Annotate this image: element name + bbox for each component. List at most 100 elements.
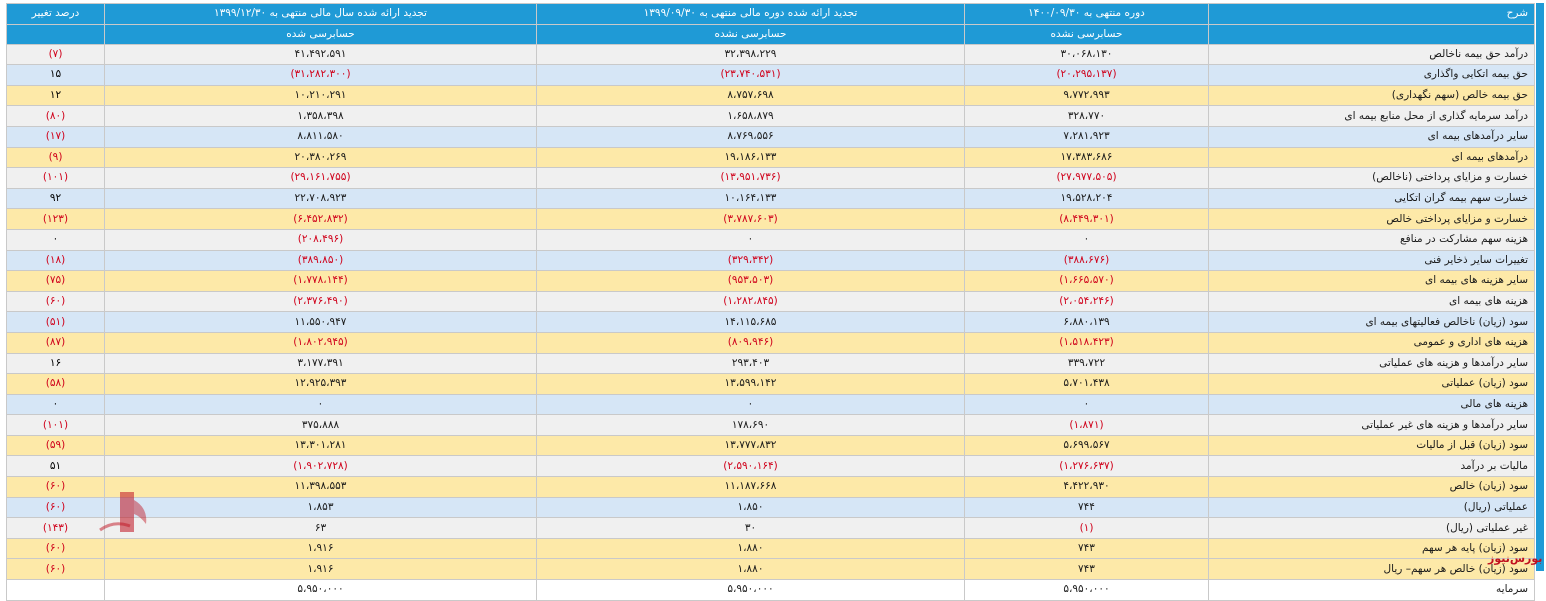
header-previous-period: تجدید ارائه شده دوره مالی منتهی به ۱۳۹۹/… xyxy=(536,3,965,25)
row-change: (۱۲۳) xyxy=(6,208,105,230)
table-row: غیر عملیاتی (ریال) (۱) ۳۰ ۶۳ (۱۴۳) xyxy=(6,517,1535,539)
table-header: شرح دوره منتهی به ۱۴۰۰/۰۹/۳۰ تجدید ارائه… xyxy=(6,3,1535,45)
table-row: سود (زیان) خالص هر سهم– ریال ۷۴۳ ۱،۸۸۰ ۱،۹۱… xyxy=(6,558,1535,581)
row-desc: سایر درآمدهای بیمه ای xyxy=(1208,125,1535,148)
row-previous: (۲،۵۹۰،۱۶۴) xyxy=(536,455,965,478)
row-change: (۸۷) xyxy=(6,331,105,354)
row-change: ۵۱ xyxy=(6,455,105,478)
row-desc: هزینه های مالی xyxy=(1208,393,1535,416)
row-desc: سود (زیان) ناخالص فعالیتهای بیمه ای xyxy=(1208,311,1535,333)
row-current: ۰ xyxy=(964,228,1209,251)
row-current: ۷۴۴ xyxy=(964,496,1209,519)
header-current-period: دوره منتهی به ۱۴۰۰/۰۹/۳۰ xyxy=(964,3,1209,25)
row-change xyxy=(6,579,105,601)
table-row: سود (زیان) ناخالص فعالیتهای بیمه ای ۶،۸۸۰… xyxy=(6,311,1535,333)
table-row: هزینه های مالی ۰ ۰ ۰ ۰ xyxy=(6,393,1535,416)
table-row: هزینه های بیمه ای (۲،۰۵۴،۲۴۶) (۱،۲۸۲،۸۴۵)(… xyxy=(6,290,1535,313)
row-previous: (۲۳،۷۴۰،۵۳۱) xyxy=(536,64,965,86)
row-year: ۰ xyxy=(104,393,537,416)
row-change: (۶۰) xyxy=(6,537,105,560)
row-year: (۲،۳۷۶،۴۹۰) xyxy=(104,290,537,313)
row-previous: (۹۵۳،۵۰۳) xyxy=(536,270,965,292)
row-desc: سرمایه xyxy=(1208,579,1535,601)
row-previous: ۸،۷۶۹،۵۵۶ xyxy=(536,125,965,148)
financial-table: شرح دوره منتهی به ۱۴۰۰/۰۹/۳۰ تجدید ارائه… xyxy=(6,3,1535,601)
row-current: (۱) xyxy=(964,517,1209,539)
row-desc: خسارت و مزایای پرداختی خالص xyxy=(1208,208,1535,230)
row-previous: (۳۲۹،۳۴۲) xyxy=(536,249,965,272)
row-current: (۲۷،۹۷۷،۵۰۵) xyxy=(964,167,1209,189)
row-desc: غیر عملیاتی (ریال) xyxy=(1208,517,1535,539)
row-year: ۱۳،۳۰۱،۲۸۱ xyxy=(104,434,537,457)
row-previous: ۱،۶۵۸،۸۷۹ xyxy=(536,105,965,127)
row-change: ۰ xyxy=(6,228,105,251)
row-desc: سایر درآمدها و هزینه های عملیاتی xyxy=(1208,352,1535,375)
row-current: (۱،۸۷۱) xyxy=(964,414,1209,436)
row-current: ۰ xyxy=(964,393,1209,416)
row-desc: حق بیمه اتکایی واگذاری xyxy=(1208,64,1535,86)
row-year: ۴۱،۴۹۲،۵۹۱ xyxy=(104,43,537,66)
row-previous: (۳،۷۸۷،۶۰۳) xyxy=(536,208,965,230)
row-change: ۹۲ xyxy=(6,187,105,210)
row-desc: سود (زیان) خالص xyxy=(1208,476,1535,498)
row-change: ۱۲ xyxy=(6,84,105,107)
row-desc: هزینه سهم مشارکت در منافع xyxy=(1208,228,1535,251)
row-desc: مالیات بر درآمد xyxy=(1208,455,1535,478)
row-desc: سود (زیان) قبل از مالیات xyxy=(1208,434,1535,457)
row-year: (۱،۸۰۲،۹۴۵) xyxy=(104,331,537,354)
row-current: ۹،۷۷۲،۹۹۳ xyxy=(964,84,1209,107)
row-year: (۲۹،۱۶۱،۷۵۵) xyxy=(104,167,537,189)
header-fiscal-year: تجدید ارائه شده سال مالی منتهی به ۱۳۹۹/۱… xyxy=(104,3,537,25)
row-desc: درآمدهای بیمه ای xyxy=(1208,146,1535,169)
header-desc-sub xyxy=(1208,23,1535,45)
row-current: ۷،۲۸۱،۹۲۳ xyxy=(964,125,1209,148)
table-row: سایر هزینه های بیمه ای (۱،۶۶۵،۵۷۰) (۹۵۳،۵۰… xyxy=(6,270,1535,292)
table-row: هزینه سهم مشارکت در منافع ۰ ۰ (۲۰۸،۴۹۶) ۰ xyxy=(6,228,1535,251)
row-year: ۶۳ xyxy=(104,517,537,539)
row-change: (۵۹) xyxy=(6,434,105,457)
row-year: (۶،۴۵۲،۸۳۲) xyxy=(104,208,537,230)
row-desc: سود (زیان) پایه هر سهم xyxy=(1208,537,1535,560)
row-current: (۸،۴۴۹،۳۰۱) xyxy=(964,208,1209,230)
row-change: (۶۰) xyxy=(6,496,105,519)
row-desc: عملیاتی (ریال) xyxy=(1208,496,1535,519)
row-desc: درآمد حق بیمه ناخالص xyxy=(1208,43,1535,66)
side-scroll-bar xyxy=(1536,3,1544,571)
row-year: ۲۰،۳۸۰،۲۶۹ xyxy=(104,146,537,169)
table-row: خسارت و مزایای پرداختی خالص (۸،۴۴۹،۳۰۱) (۳… xyxy=(6,208,1535,230)
row-change: (۶۰) xyxy=(6,558,105,581)
row-change: (۱۰۱) xyxy=(6,167,105,189)
row-year: ۱۲،۹۲۵،۳۹۳ xyxy=(104,373,537,395)
row-current: ۷۴۳ xyxy=(964,537,1209,560)
row-previous: ۱،۸۵۰ xyxy=(536,496,965,519)
row-change: ۱۶ xyxy=(6,352,105,375)
row-year: ۱۰،۲۱۰،۲۹۱ xyxy=(104,84,537,107)
row-change: (۶۰) xyxy=(6,290,105,313)
header-current-sub: حسابرسی نشده xyxy=(964,23,1209,45)
row-desc: سود (زیان) خالص هر سهم– ریال xyxy=(1208,558,1535,581)
row-year: ۸،۸۱۱،۵۸۰ xyxy=(104,125,537,148)
row-desc: هزینه های بیمه ای xyxy=(1208,290,1535,313)
row-previous: ۱۰،۱۶۴،۱۳۳ xyxy=(536,187,965,210)
table-row: سود (زیان) خالص ۴،۴۲۲،۹۳۰ ۱۱،۱۸۷،۶۶۸ ۱۱،۳۹۸… xyxy=(6,476,1535,498)
row-previous: ۲۹۳،۴۰۳ xyxy=(536,352,965,375)
table-row: تغییرات سایر ذخایر فنی (۳۸۸،۶۷۶) (۳۲۹،۳۴۲)… xyxy=(6,249,1535,272)
row-year: ۱،۸۵۳ xyxy=(104,496,537,519)
row-year: ۳،۱۷۷،۳۹۱ xyxy=(104,352,537,375)
row-change: ۰ xyxy=(6,393,105,416)
row-year: (۱،۷۷۸،۱۴۴) xyxy=(104,270,537,292)
bourse-logo-watermark-icon xyxy=(99,492,147,532)
row-year: (۳۸۹،۸۵۰) xyxy=(104,249,537,272)
table-row: درآمد سرمایه گذاری از محل منابع بیمه ای ۳… xyxy=(6,105,1535,127)
row-desc: سایر درآمدها و هزینه های غیر عملیاتی xyxy=(1208,414,1535,436)
row-current: ۴،۴۲۲،۹۳۰ xyxy=(964,476,1209,498)
row-previous: ۱،۸۸۰ xyxy=(536,537,965,560)
row-previous: ۳۰ xyxy=(536,517,965,539)
row-previous: ۱۱،۱۸۷،۶۶۸ xyxy=(536,476,965,498)
table-row: سود (زیان) پایه هر سهم ۷۴۳ ۱،۸۸۰ ۱،۹۱۶ (۶۰) xyxy=(6,537,1535,560)
row-desc: خسارت سهم بیمه گران اتکایی xyxy=(1208,187,1535,210)
row-change: (۱۴۳) xyxy=(6,517,105,539)
row-year: ۱۱،۵۵۰،۹۴۷ xyxy=(104,311,537,333)
table-body: درآمد حق بیمه ناخالص ۳۰،۰۶۸،۱۳۰ ۳۲،۳۹۸،۲۲۹… xyxy=(6,43,1535,601)
row-year: ۱،۹۱۶ xyxy=(104,558,537,581)
